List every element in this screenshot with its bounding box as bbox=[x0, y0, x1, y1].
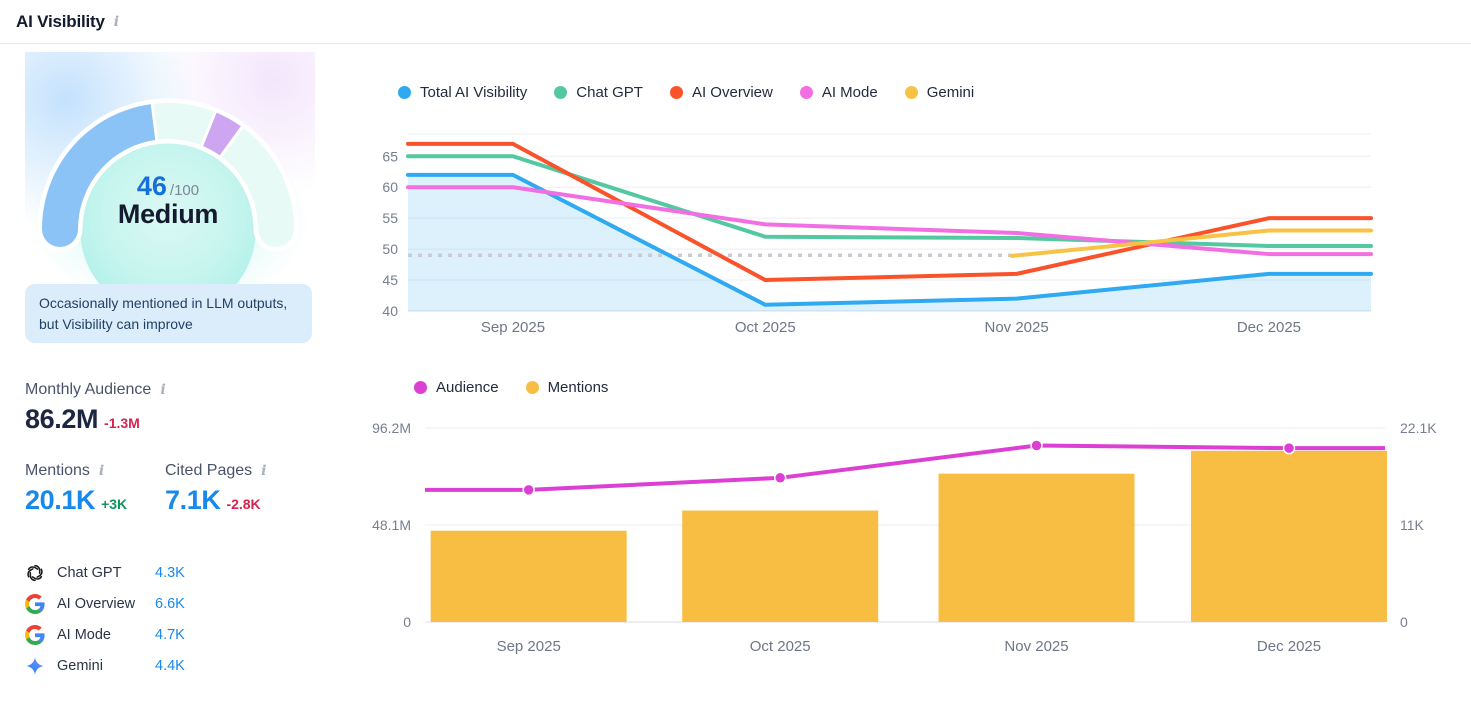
legend-label: Audience bbox=[436, 379, 499, 396]
svg-text:55: 55 bbox=[382, 210, 398, 226]
legend-item-total-ai-visibility[interactable]: Total AI Visibility bbox=[398, 84, 527, 101]
platform-row-ai-overview[interactable]: AI Overview 6.6K bbox=[25, 594, 325, 614]
visibility-trend-chart[interactable]: 40 45 50 55 60 65 Sep 2025 Oct 2025 Nov 2025 Dec … bbox=[360, 125, 1471, 340]
legend-item-chat-gpt[interactable]: Chat GPT bbox=[554, 84, 643, 101]
legend-label: Mentions bbox=[547, 379, 609, 396]
monthly-audience-value: 86.2M bbox=[25, 404, 99, 434]
legend-item-audience[interactable]: Audience bbox=[414, 379, 499, 396]
visibility-chart-legend: Total AI Visibility Chat GPT AI Overview AI… bbox=[398, 84, 1001, 101]
legend-item-ai-mode[interactable]: AI Mode bbox=[799, 84, 878, 101]
score-max: /100 bbox=[169, 182, 200, 199]
svg-text:50: 50 bbox=[382, 241, 398, 257]
cited-pages-delta: -2.8K bbox=[226, 496, 261, 512]
platform-value[interactable]: 6.6K bbox=[155, 596, 185, 612]
chatgpt-icon bbox=[25, 563, 45, 583]
page-title: AI Visibility bbox=[16, 11, 105, 31]
legend-label: AI Overview bbox=[691, 84, 773, 101]
svg-text:65: 65 bbox=[382, 148, 398, 164]
svg-text:45: 45 bbox=[382, 272, 398, 288]
score-description-box: Occasionally mentioned in LLM outputs, b… bbox=[25, 284, 312, 344]
visibility-gauge: 46/100 Medium bbox=[25, 52, 315, 287]
platform-list: Chat GPT 4.3K AI Overview 6.6K bbox=[25, 563, 325, 687]
gauge-arc bbox=[37, 98, 299, 287]
svg-text:11K: 11K bbox=[1400, 517, 1425, 533]
svg-text:96.2M: 96.2M bbox=[372, 420, 411, 436]
audience-mentions-legend: Audience Mentions bbox=[414, 379, 635, 396]
legend-dot-icon bbox=[414, 381, 427, 394]
svg-text:Nov 2025: Nov 2025 bbox=[985, 319, 1049, 336]
svg-text:0: 0 bbox=[1400, 614, 1408, 630]
gauge-score: 46/100 bbox=[25, 171, 311, 202]
cited-pages-label: Cited Pages bbox=[165, 462, 253, 479]
platform-row-chatgpt[interactable]: Chat GPT 4.3K bbox=[25, 563, 325, 583]
gemini-icon bbox=[25, 656, 45, 676]
svg-text:Oct 2025: Oct 2025 bbox=[750, 638, 811, 655]
legend-label: Gemini bbox=[926, 84, 975, 101]
svg-text:40: 40 bbox=[382, 303, 398, 319]
info-icon[interactable]: i bbox=[261, 463, 267, 479]
platform-row-gemini[interactable]: Gemini 4.4K bbox=[25, 656, 325, 676]
svg-text:Sep 2025: Sep 2025 bbox=[481, 319, 545, 336]
legend-dot-icon bbox=[398, 86, 411, 99]
gauge-inner-circle bbox=[80, 141, 256, 287]
info-icon[interactable]: i bbox=[160, 382, 166, 398]
legend-label: Chat GPT bbox=[576, 84, 643, 101]
info-icon[interactable]: i bbox=[98, 463, 105, 479]
svg-text:Oct 2025: Oct 2025 bbox=[735, 319, 796, 336]
svg-text:22.1K: 22.1K bbox=[1400, 420, 1437, 436]
legend-label: AI Mode bbox=[821, 84, 878, 101]
svg-text:Sep 2025: Sep 2025 bbox=[497, 638, 561, 655]
platform-value[interactable]: 4.4K bbox=[155, 658, 185, 674]
stats-block: Monthly Audience i 86.2M -1.3M Mentions i C… bbox=[25, 381, 335, 516]
svg-text:60: 60 bbox=[382, 179, 398, 195]
legend-item-ai-overview[interactable]: AI Overview bbox=[669, 84, 773, 101]
info-icon[interactable]: i bbox=[113, 13, 120, 30]
mentions-delta: +3K bbox=[101, 496, 128, 512]
mentions-label: Mentions bbox=[25, 462, 90, 479]
monthly-audience-label: Monthly Audience bbox=[25, 381, 152, 398]
platform-row-ai-mode[interactable]: AI Mode 4.7K bbox=[25, 625, 325, 645]
platform-label: AI Overview bbox=[57, 596, 136, 612]
audience-mentions-chart[interactable]: 96.2M 48.1M 0 22.1K 11K 0 Sep 2025 Oct 2025 Nov … bbox=[360, 415, 1471, 660]
legend-dot-icon bbox=[554, 86, 568, 99]
legend-dot-icon bbox=[799, 86, 813, 99]
mentions-value: 20.1K bbox=[25, 485, 96, 515]
platform-label: AI Mode bbox=[57, 627, 111, 643]
cited-pages-value: 7.1K bbox=[165, 485, 221, 515]
svg-text:Dec 2025: Dec 2025 bbox=[1257, 638, 1321, 655]
legend-dot-icon bbox=[904, 86, 918, 99]
svg-text:Dec 2025: Dec 2025 bbox=[1237, 319, 1301, 336]
platform-value[interactable]: 4.3K bbox=[155, 565, 185, 581]
legend-dot-icon bbox=[525, 381, 539, 394]
platform-label: Chat GPT bbox=[57, 565, 122, 581]
score-rating: Medium bbox=[117, 199, 219, 229]
platform-value[interactable]: 4.7K bbox=[155, 627, 185, 643]
svg-text:48.1M: 48.1M bbox=[372, 517, 411, 533]
google-icon bbox=[25, 594, 45, 614]
legend-item-gemini[interactable]: Gemini bbox=[904, 84, 975, 101]
legend-dot-icon bbox=[669, 86, 683, 99]
monthly-audience-delta: -1.3M bbox=[104, 415, 140, 431]
legend-label: Total AI Visibility bbox=[420, 84, 528, 101]
score-value: 46 bbox=[136, 171, 167, 201]
svg-text:0: 0 bbox=[403, 614, 411, 630]
legend-item-mentions[interactable]: Mentions bbox=[525, 379, 609, 396]
google-icon bbox=[25, 625, 45, 645]
page-header: AI Visibility i bbox=[0, 0, 1471, 44]
svg-text:Nov 2025: Nov 2025 bbox=[1004, 638, 1068, 655]
platform-label: Gemini bbox=[57, 658, 103, 674]
